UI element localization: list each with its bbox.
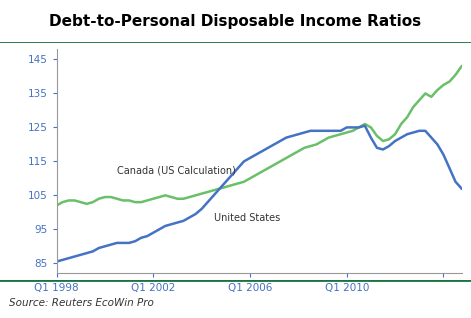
Text: United States: United States [214,213,280,223]
Text: Canada (US Calculation): Canada (US Calculation) [117,165,236,175]
Text: Debt-to-Personal Disposable Income Ratios: Debt-to-Personal Disposable Income Ratio… [49,14,422,29]
Text: Source: Reuters EcoWin Pro: Source: Reuters EcoWin Pro [9,298,154,308]
